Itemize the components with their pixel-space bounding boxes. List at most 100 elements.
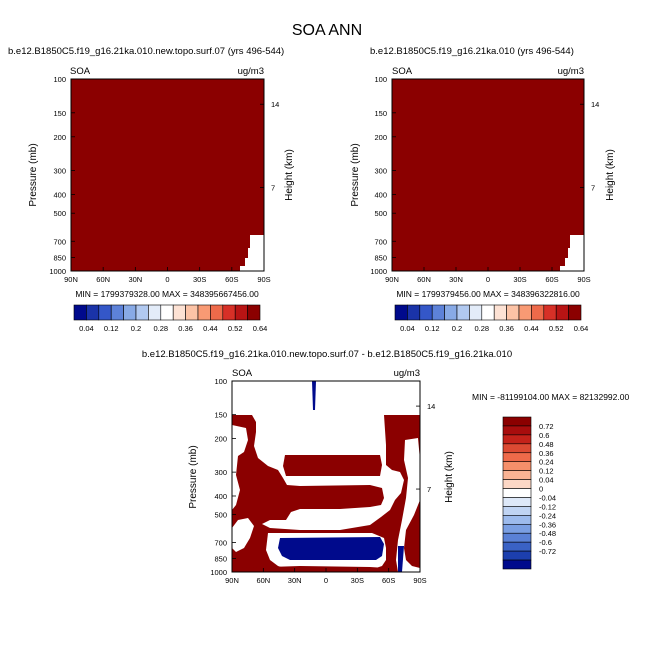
panel-left-right-ticks: 14 7 [260,100,279,193]
negative-band-800mb [278,537,384,560]
colorbar-label: -0.72 [539,547,556,556]
colorbar-label: -0.24 [539,511,556,520]
colorbar-swatch [502,523,532,534]
panel-difference-right-ticks: 14 7 [416,402,435,494]
colorbar-swatch [172,304,186,321]
colorbar-swatch [407,304,421,321]
y-tick-label: 400 [374,191,387,200]
colorbar-swatch [502,434,532,445]
x-tick-label: 30S [513,275,526,284]
colorbar-swatch [210,304,224,321]
colorbar-label: -0.12 [539,502,556,511]
panel-difference-x-ticks: 90N 60N 30N 0 30S 60S 90S [225,568,427,585]
x-tick-label: 30N [288,576,302,585]
colorbar-swatch [502,541,532,552]
x-tick-label: 60S [382,576,395,585]
x-tick-label: 30S [351,576,364,585]
y-tick-label: 1000 [49,267,66,276]
colorbar-swatch [502,425,532,436]
colorbar-swatch [502,452,532,463]
colorbar-label: 0.64 [253,324,268,333]
colorbar-swatch [197,304,211,321]
panel-left-stats: MIN = 1799379328.00 MAX = 348395667456.0… [75,289,259,299]
negative-spike-upper [312,381,316,410]
panel-left-ylabel: Pressure (mb) [28,143,39,206]
panel-difference-ylabel-right: Height (km) [444,451,455,503]
colorbar-label: 0.04 [400,324,415,333]
white-region-north-low [232,518,254,552]
panel-right-ylabel: Pressure (mb) [350,143,361,206]
colorbar-label: 0 [539,485,543,494]
colorbar-swatch [86,304,100,321]
right-tick-label: 14 [427,402,435,411]
colorbar-label: 0.36 [539,449,554,458]
y-tick-label: 500 [53,209,66,218]
colorbar-swatch [502,497,532,507]
panel-left-title: b.e12.B1850C5.f19_g16.21ka.010.new.topo.… [8,46,284,57]
right-tick-label: 14 [591,100,599,109]
panel-difference: b.e12.B1850C5.f19_g16.21ka.010.new.topo.… [142,349,630,585]
colorbar-label: 0.48 [539,440,554,449]
colorbar-swatch [247,304,261,321]
white-region-north-edge [232,425,248,510]
panel-right-title: b.e12.B1850C5.f19_g16.21ka.010 (yrs 496-… [370,46,574,57]
colorbar-swatch [73,304,87,321]
colorbar-swatch [502,479,532,489]
colorbar-swatch [502,559,532,570]
colorbar-label: 0.28 [474,324,489,333]
colorbar-label: 0.24 [539,458,554,467]
positive-band-300mb [283,455,382,476]
colorbar-label: 0.44 [203,324,218,333]
panel-left-units: ug/m3 [238,66,264,77]
panel-left-field [71,79,264,271]
positive-surface-band [232,566,392,572]
y-tick-label: 700 [53,237,66,246]
colorbar-label: -0.36 [539,520,556,529]
y-tick-label: 100 [53,75,66,84]
y-tick-label: 200 [214,434,227,443]
right-tick-label: 7 [591,184,595,193]
panel-left: b.e12.B1850C5.f19_g16.21ka.010.new.topo.… [8,46,295,333]
panel-right-units: ug/m3 [558,66,584,77]
colorbar-swatch [518,304,532,321]
colorbar-label: 0.12 [539,467,554,476]
panel-right-topography-mask [560,235,584,271]
colorbar-swatch [531,304,545,321]
colorbar-label: 0.2 [131,324,141,333]
colorbar-swatch [502,488,532,498]
colorbar-label: 0.52 [549,324,564,333]
panel-difference-field [232,381,420,572]
x-tick-label: 0 [165,275,169,284]
panel-right-variable: SOA [392,66,413,77]
colorbar-swatch [419,304,433,321]
x-tick-label: 60S [545,275,558,284]
colorbar-label: 0.36 [178,324,193,333]
y-tick-label: 500 [214,511,227,520]
y-tick-label: 150 [214,411,227,420]
panel-right-field [392,79,584,271]
panel-difference-units: ug/m3 [394,368,420,379]
colorbar-label: -0.04 [539,493,556,502]
panel-left-y-ticks: 100 150 200 300 400 500 700 850 1000 [49,75,75,276]
colorbar-swatch [123,304,137,321]
panel-left-topography-mask [240,235,264,271]
x-tick-label: 0 [324,576,328,585]
y-tick-label: 200 [53,133,66,142]
x-tick-label: 90N [64,275,78,284]
x-tick-label: 90S [577,275,590,284]
colorbar-label: 0.6 [539,431,549,440]
right-tick-label: 14 [271,100,279,109]
colorbar-swatch [456,304,470,321]
colorbar-swatch [135,304,149,321]
y-tick-label: 850 [214,555,227,564]
colorbar-label: 0.72 [539,422,554,431]
panel-right-right-ticks: 14 7 [580,100,599,193]
colorbar-label: 0.36 [499,324,514,333]
colorbar-swatch [234,304,248,321]
colorbar-label: 0.04 [539,476,554,485]
x-tick-label: 90N [225,576,239,585]
colorbar-label: 0.44 [524,324,539,333]
colorbar-swatch [481,304,495,321]
